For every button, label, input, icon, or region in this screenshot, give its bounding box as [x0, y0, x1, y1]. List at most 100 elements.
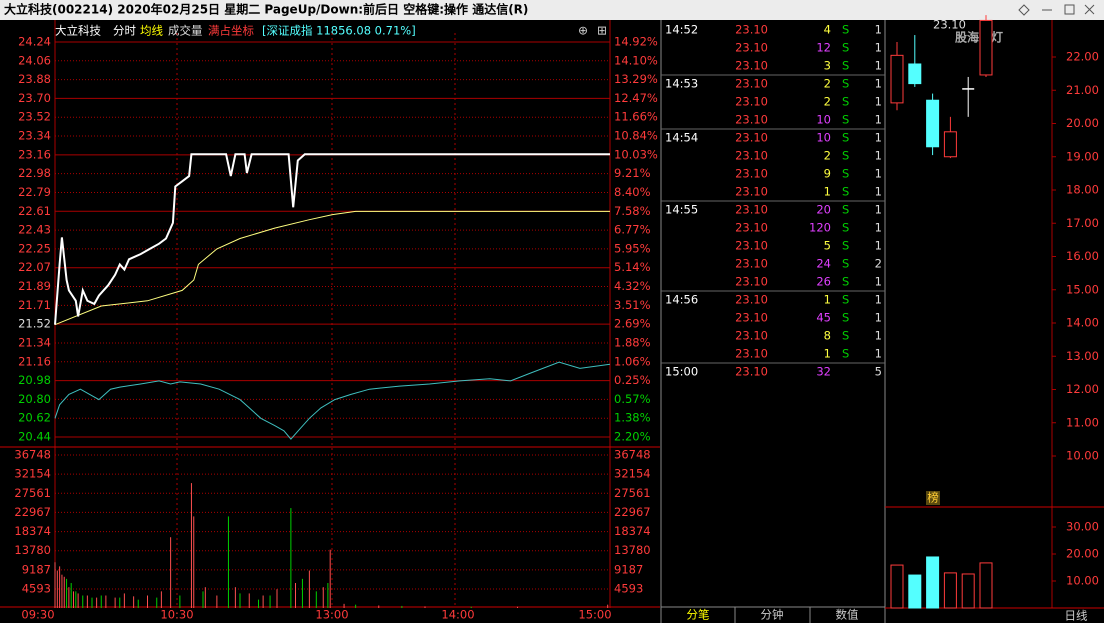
tick-side: S	[842, 293, 849, 307]
chart-header: 满占坐标	[208, 24, 254, 38]
tick-count: 1	[875, 167, 882, 181]
percent-label: 7.58%	[614, 204, 651, 218]
tick-price: 23.10	[735, 203, 768, 217]
price-label: 20.62	[18, 411, 51, 425]
daily-price-label: 14.00	[1066, 316, 1099, 330]
tick-count: 1	[875, 41, 882, 55]
percent-label: 8.40%	[614, 185, 651, 199]
tick-count: 1	[875, 311, 882, 325]
tick-count: 5	[875, 365, 882, 379]
price-label: 20.44	[18, 430, 51, 444]
tick-price: 23.10	[735, 77, 768, 91]
daily-price-label: 15.00	[1066, 282, 1099, 296]
tick-count: 1	[875, 113, 882, 127]
candle-body	[890, 54, 904, 104]
volume-label: 22967	[614, 505, 651, 519]
price-label: 22.07	[18, 260, 51, 274]
tick-price: 23.10	[735, 239, 768, 253]
tick-volume: 1	[824, 347, 831, 361]
daily-price-label: 19.00	[1066, 149, 1099, 163]
percent-label: 1.88%	[614, 335, 651, 349]
candle-body	[926, 99, 940, 148]
tick-price: 23.10	[735, 167, 768, 181]
tick-volume: 45	[816, 311, 831, 325]
tick-count: 1	[875, 275, 882, 289]
tab[interactable]: 分笔	[687, 608, 710, 622]
tick-count: 1	[875, 239, 882, 253]
daily-volume-label: 20.00	[1066, 547, 1099, 561]
chart-header: [深证成指 11856.08 0.71%]	[262, 24, 416, 38]
percent-label: 0.25%	[614, 373, 651, 387]
price-label: 21.34	[18, 335, 51, 349]
tick-price: 23.10	[735, 131, 768, 145]
close[interactable]	[1084, 4, 1095, 15]
price-label: 23.88	[18, 72, 51, 86]
candle-body	[979, 19, 993, 76]
tick-time: 14:54	[665, 131, 698, 145]
tick-time: 14:56	[665, 293, 698, 307]
time-label: 14:00	[441, 608, 474, 622]
tick-side: S	[842, 347, 849, 361]
tick-price: 23.10	[735, 347, 768, 361]
tick-price: 23.10	[735, 311, 768, 325]
volume-label: 36748	[614, 448, 651, 462]
period[interactable]: 日线	[1065, 609, 1088, 623]
volume-label: 32154	[14, 467, 51, 481]
maximize[interactable]	[1064, 4, 1075, 15]
tick-volume: 3	[824, 59, 831, 73]
badge: 榜	[927, 491, 939, 505]
volume-label: 32154	[614, 467, 651, 481]
daily-volume-bar	[979, 562, 993, 609]
tick-side: S	[842, 113, 849, 127]
daily-price-label: 16.00	[1066, 249, 1099, 263]
tick-price: 23.10	[735, 113, 768, 127]
tick-price: 23.10	[735, 275, 768, 289]
window-controls[interactable]	[1018, 4, 1095, 16]
tick-volume: 26	[816, 275, 831, 289]
tick-volume: 2	[824, 77, 831, 91]
title-bar	[0, 0, 1104, 20]
badge-box	[926, 491, 940, 505]
tick-volume: 24	[816, 257, 831, 271]
candle-body	[943, 131, 957, 158]
percent-label: 14.92%	[614, 35, 658, 49]
tick-side: S	[842, 59, 849, 73]
time-label: 13:00	[315, 608, 348, 622]
tick-volume: 12	[816, 41, 831, 55]
percent-label: 2.69%	[614, 317, 651, 331]
tick-count: 1	[875, 23, 882, 37]
tick-time: 14:52	[665, 23, 698, 37]
candle-body	[908, 63, 922, 85]
tick-side: S	[842, 275, 849, 289]
tick-volume: 8	[824, 329, 831, 343]
price-label: 23.52	[18, 110, 51, 124]
chart-header: 成交量	[168, 24, 203, 38]
tab[interactable]: 分钟	[761, 608, 784, 622]
daily-price-label: 11.00	[1066, 415, 1099, 429]
volume-label: 9187	[22, 562, 51, 576]
daily-price-label: 21.00	[1066, 83, 1099, 97]
time-label: 09:30	[21, 608, 54, 622]
daily-price-label: 17.00	[1066, 216, 1099, 230]
chart-icon: ⊞	[597, 24, 607, 38]
price-label: 23.16	[18, 147, 51, 161]
daily-volume-bar	[961, 573, 975, 609]
price-label: 20.80	[18, 392, 51, 406]
percent-label: 1.06%	[614, 354, 651, 368]
percent-label: 0.57%	[614, 392, 651, 406]
percent-label: 6.77%	[614, 223, 651, 237]
tick-price: 23.10	[735, 221, 768, 235]
tick-count: 1	[875, 131, 882, 145]
tick-count: 1	[875, 95, 882, 109]
tick-price: 23.10	[735, 59, 768, 73]
price-label: 21.89	[18, 279, 51, 293]
index-line	[54, 361, 611, 440]
price-label: 24.06	[18, 53, 51, 67]
volume-label: 36748	[14, 448, 51, 462]
icon[interactable]	[1018, 4, 1030, 16]
tick-count: 1	[875, 221, 882, 235]
daily-price-label: 12.00	[1066, 382, 1099, 396]
tab[interactable]: 数值	[836, 608, 859, 622]
